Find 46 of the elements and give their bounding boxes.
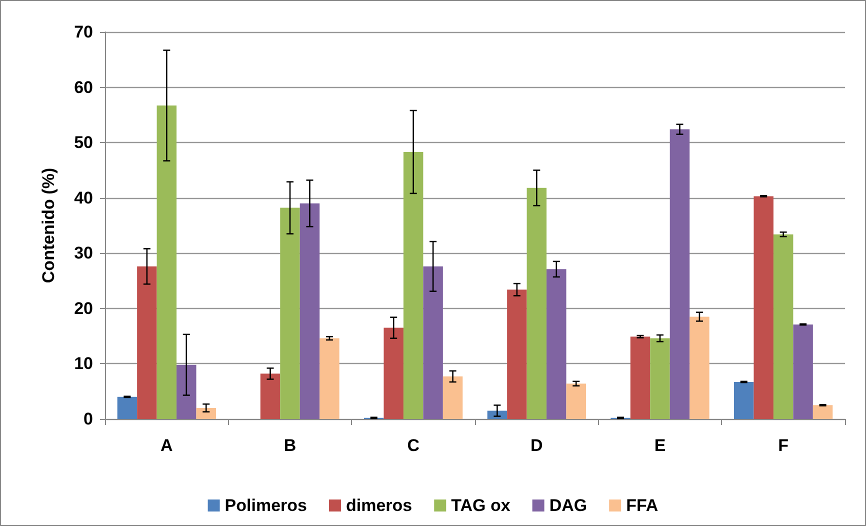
x-tick-label: B — [284, 436, 296, 455]
bar — [773, 234, 794, 419]
bar — [403, 152, 424, 419]
bar — [566, 384, 586, 419]
bar — [670, 129, 690, 419]
bar — [546, 269, 566, 419]
bar — [384, 328, 404, 419]
bar — [507, 290, 527, 419]
bar — [754, 196, 774, 419]
y-tick-label: 20 — [74, 298, 93, 318]
bar — [156, 106, 177, 419]
bar — [690, 316, 710, 419]
bar — [320, 338, 340, 419]
x-tick-label: C — [407, 436, 420, 455]
bar — [650, 338, 670, 419]
bar — [280, 208, 300, 419]
legend-label: DAG — [549, 496, 588, 515]
x-tick-label: F — [778, 436, 789, 455]
bar — [260, 374, 280, 419]
y-tick-label: 10 — [74, 354, 93, 374]
bar — [793, 324, 813, 419]
legend-label: TAG ox — [451, 496, 511, 515]
y-tick-label: 60 — [74, 78, 93, 97]
bar — [734, 382, 754, 419]
bar — [526, 188, 547, 419]
bar — [300, 203, 320, 419]
y-tick-label: 30 — [74, 244, 93, 263]
bar — [812, 405, 833, 419]
bar — [117, 396, 138, 419]
bar — [196, 408, 216, 419]
legend-label: FFA — [626, 496, 658, 515]
x-tick-label: A — [160, 436, 173, 455]
y-tick-label: 40 — [74, 188, 93, 208]
x-tick-label: E — [654, 436, 666, 455]
bar — [442, 376, 463, 419]
y-axis-title: Contenido (%) — [39, 168, 58, 284]
bar — [137, 266, 157, 419]
bar — [176, 364, 196, 419]
x-tick-label: D — [530, 436, 543, 455]
y-tick-label: 0 — [84, 410, 93, 428]
legend-label: Polimeros — [224, 496, 308, 515]
y-tick-label: 50 — [74, 133, 93, 152]
legend-label: dimeros — [346, 496, 412, 515]
bar — [423, 266, 443, 419]
y-tick-label: 70 — [74, 22, 93, 42]
bar — [630, 336, 650, 419]
